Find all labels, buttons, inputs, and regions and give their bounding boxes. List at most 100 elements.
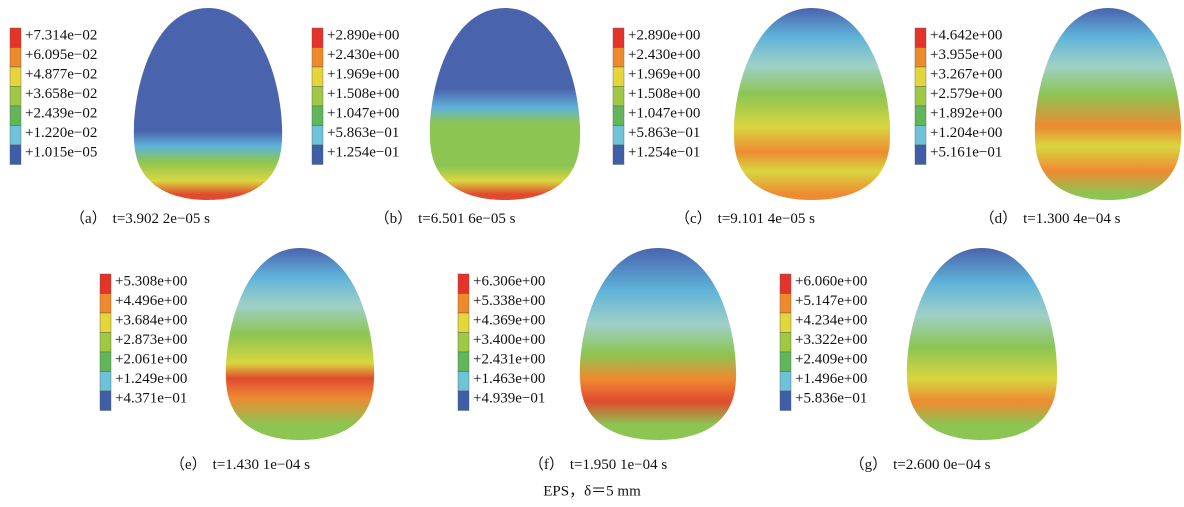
legend-swatch bbox=[311, 66, 324, 87]
legend-label: +2.873e+00 bbox=[115, 332, 187, 348]
legend-label: +5.836e−01 bbox=[795, 390, 867, 406]
panel-caption: （a） t=3.902 2e−05 s bbox=[70, 210, 210, 227]
legend-label: +2.431e+00 bbox=[473, 351, 545, 367]
panel: +6.060e+00 +5.147e+00 +4.234e+00 +3.322e+00… bbox=[779, 248, 1058, 473]
legend-swatch bbox=[311, 105, 324, 126]
legend-label: +4.234e+00 bbox=[795, 312, 867, 328]
panel-label: （e） bbox=[170, 456, 207, 473]
legend-label: +4.496e+00 bbox=[115, 293, 187, 309]
legend-label: +3.955e+00 bbox=[930, 47, 1002, 63]
legend-swatch bbox=[457, 293, 470, 314]
panel-caption: （e） t=1.430 1e−04 s bbox=[170, 456, 310, 473]
legend-swatch bbox=[9, 27, 22, 48]
legend-label: +4.642e+00 bbox=[930, 27, 1002, 43]
legend-swatch bbox=[779, 273, 792, 294]
legend-swatch bbox=[99, 293, 112, 314]
panel-time: t=1.300 4e−04 s bbox=[1023, 211, 1120, 227]
legend-label: +1.508e+00 bbox=[327, 86, 399, 102]
legend-label: +6.060e+00 bbox=[795, 273, 867, 289]
panel-caption: （b） t=6.501 6e−05 s bbox=[375, 210, 516, 227]
legend-swatch bbox=[9, 125, 22, 146]
panel-time: t=3.902 2e−05 s bbox=[113, 211, 210, 227]
legend-label: +5.308e+00 bbox=[115, 273, 187, 289]
panel-time: t=2.600 0e−04 s bbox=[893, 457, 990, 473]
egg-contour bbox=[733, 8, 891, 200]
legend-label: +3.267e+00 bbox=[930, 66, 1002, 82]
legend-label: +5.863e−01 bbox=[628, 125, 700, 141]
legend-swatch bbox=[9, 105, 22, 126]
legend-label: +4.371e−01 bbox=[115, 390, 187, 406]
legend-swatch bbox=[779, 351, 792, 372]
legend-label: +1.496e+00 bbox=[795, 371, 867, 387]
legend-swatch bbox=[99, 390, 112, 411]
legend-swatch bbox=[457, 390, 470, 411]
legend-label: +2.439e−02 bbox=[25, 105, 97, 121]
legend-label: +6.095e−02 bbox=[25, 47, 97, 63]
legend-label: +2.061e+00 bbox=[115, 351, 187, 367]
panel-time: t=1.430 1e−04 s bbox=[213, 457, 310, 473]
legend-label: +6.306e+00 bbox=[473, 273, 545, 289]
legend-swatch bbox=[311, 144, 324, 165]
panel: +5.308e+00 +4.496e+00 +3.684e+00 +2.873e+00… bbox=[99, 248, 375, 473]
panel: +6.306e+00 +5.338e+00 +4.369e+00 +3.400e+00… bbox=[457, 248, 737, 473]
legend-label: +3.658e−02 bbox=[25, 86, 97, 102]
panel-time: t=1.950 1e−04 s bbox=[570, 457, 667, 473]
panel-time: t=9.101 4e−05 s bbox=[718, 211, 815, 227]
legend-swatch bbox=[914, 66, 927, 87]
legend-label: +1.969e+00 bbox=[327, 66, 399, 82]
legend-label: +5.863e−01 bbox=[327, 125, 399, 141]
legend-label: +1.249e+00 bbox=[115, 371, 187, 387]
legend-swatch bbox=[99, 371, 112, 392]
egg-contour bbox=[1034, 8, 1182, 200]
legend-swatch bbox=[914, 105, 927, 126]
legend-swatch bbox=[457, 351, 470, 372]
legend-label: +1.047e+00 bbox=[327, 105, 399, 121]
legend-swatch bbox=[612, 27, 625, 48]
panel-time: t=6.501 6e−05 s bbox=[418, 211, 515, 227]
legend-label: +1.254e−01 bbox=[628, 144, 700, 160]
legend-label: +4.939e−01 bbox=[473, 390, 545, 406]
panel-label: （g） bbox=[850, 456, 888, 473]
legend-label: +2.409e+00 bbox=[795, 351, 867, 367]
legend-label: +4.877e−02 bbox=[25, 66, 97, 82]
legend-label: +3.400e+00 bbox=[473, 332, 545, 348]
legend-label: +5.161e−01 bbox=[930, 144, 1002, 160]
panel: +2.890e+00 +2.430e+00 +1.969e+00 +1.508e+00… bbox=[311, 8, 581, 227]
legend-label: +5.147e+00 bbox=[795, 293, 867, 309]
legend-label: +2.890e+00 bbox=[327, 27, 399, 43]
panel-label: （c） bbox=[675, 210, 712, 227]
legend-swatch bbox=[9, 66, 22, 87]
legend-label: +1.047e+00 bbox=[628, 105, 700, 121]
legend-label: +3.684e+00 bbox=[115, 312, 187, 328]
legend-label: +1.015e−05 bbox=[25, 144, 97, 160]
legend-label: +2.430e+00 bbox=[327, 47, 399, 63]
panel-label: （d） bbox=[980, 210, 1018, 227]
panel-caption: （d） t=1.300 4e−04 s bbox=[980, 210, 1121, 227]
panel-label: （b） bbox=[375, 210, 413, 227]
legend-swatch bbox=[311, 27, 324, 48]
panel: +2.890e+00 +2.430e+00 +1.969e+00 +1.508e+00… bbox=[612, 8, 891, 227]
legend-swatch bbox=[612, 125, 625, 146]
egg-contour bbox=[429, 8, 581, 200]
legend-label: +1.508e+00 bbox=[628, 86, 700, 102]
legend-swatch bbox=[457, 332, 470, 353]
legend-label: +5.338e+00 bbox=[473, 293, 545, 309]
legend-swatch bbox=[99, 312, 112, 333]
legend-swatch bbox=[779, 332, 792, 353]
legend-swatch bbox=[914, 125, 927, 146]
legend-swatch bbox=[99, 273, 112, 294]
legend-label: +1.220e−02 bbox=[25, 125, 97, 141]
panel-label: （a） bbox=[70, 210, 107, 227]
legend-swatch bbox=[457, 312, 470, 333]
egg-contour bbox=[906, 248, 1058, 440]
legend-swatch bbox=[99, 332, 112, 353]
legend-label: +1.254e−01 bbox=[327, 144, 399, 160]
legend-swatch bbox=[612, 144, 625, 165]
legend-label: +3.322e+00 bbox=[795, 332, 867, 348]
legend-label: +1.892e+00 bbox=[930, 105, 1002, 121]
legend-swatch bbox=[612, 47, 625, 68]
legend-label: +2.579e+00 bbox=[930, 86, 1002, 102]
panel: +4.642e+00 +3.955e+00 +3.267e+00 +2.579e+00… bbox=[914, 8, 1182, 227]
legend-swatch bbox=[612, 105, 625, 126]
